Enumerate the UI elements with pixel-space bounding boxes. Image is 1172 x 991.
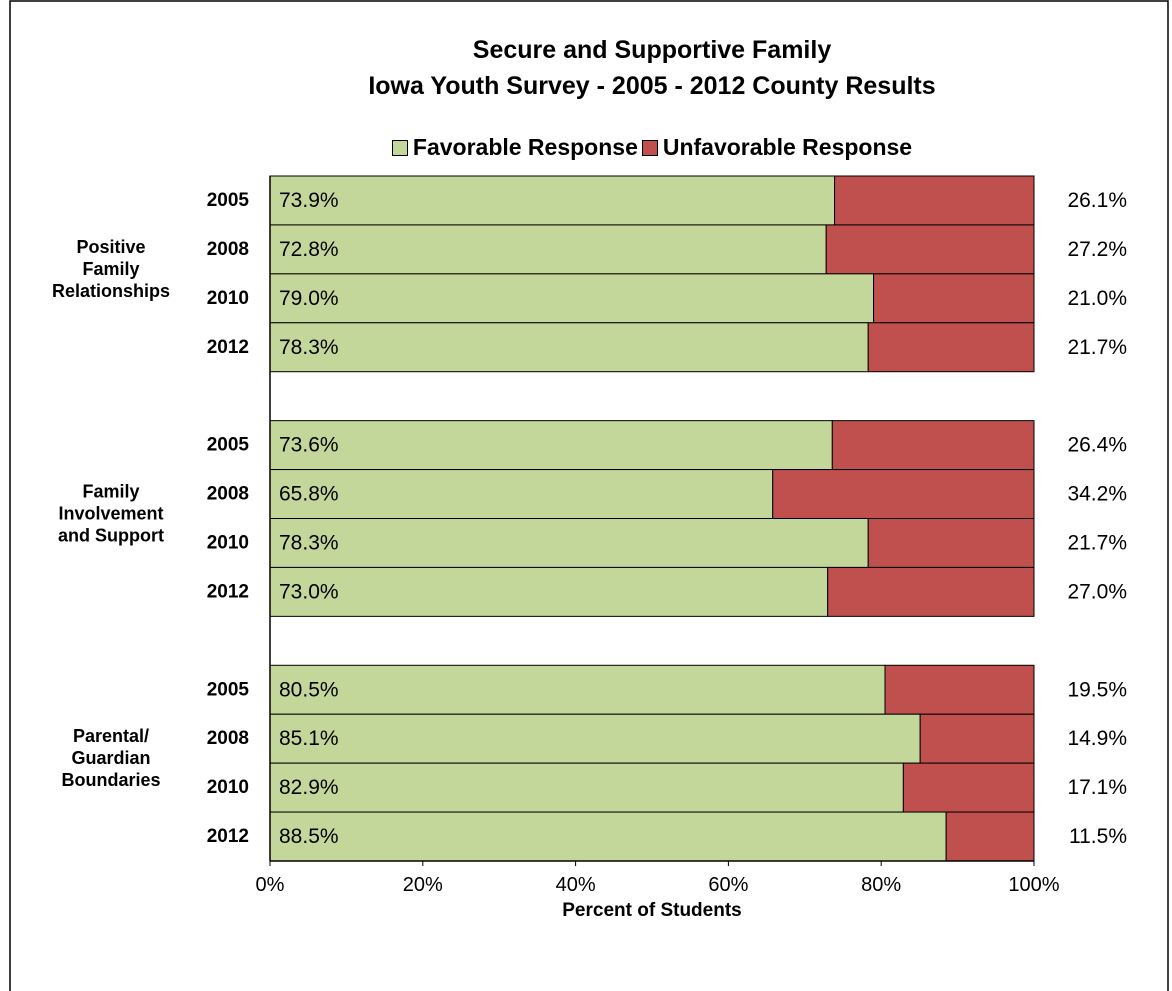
bar-favorable <box>269 518 869 568</box>
bar-unfavorable <box>873 273 1035 324</box>
data-label-favorable: 80.5% <box>279 678 339 701</box>
x-tick-label: 20% <box>403 874 443 896</box>
year-label: 2012 <box>207 826 249 847</box>
bar-favorable <box>269 224 827 275</box>
bar-unfavorable <box>919 713 1035 764</box>
data-label-unfavorable: 14.9% <box>1067 727 1127 750</box>
x-tick-label: 80% <box>861 874 901 896</box>
x-axis: 0% 20% 40% 60% 80% 100% <box>256 176 1060 896</box>
data-label-favorable: 73.6% <box>279 434 339 457</box>
labels-layer: 73.9% 26.1% 2005 72.8% 27.2% 2008 79.0% 21.0% 20… <box>52 189 1127 848</box>
legend-item-unfavorable: Unfavorable Response <box>641 134 913 161</box>
data-label-favorable: 73.9% <box>279 189 339 212</box>
x-tick-label: 100% <box>1008 874 1059 896</box>
data-label-favorable: 78.3% <box>279 336 339 359</box>
bar-favorable <box>269 322 869 373</box>
data-label-favorable: 82.9% <box>279 776 339 799</box>
bar-favorable <box>269 566 829 617</box>
year-label: 2005 <box>207 190 250 211</box>
legend-swatch-favorable <box>391 139 408 156</box>
data-label-favorable: 78.3% <box>279 531 339 554</box>
bar-favorable <box>269 469 774 520</box>
bar-unfavorable <box>825 224 1035 275</box>
bar-unfavorable <box>884 664 1035 715</box>
data-label-favorable: 88.5% <box>279 825 339 848</box>
data-label-favorable: 85.1% <box>279 727 339 750</box>
bar-favorable <box>269 175 836 226</box>
data-label-unfavorable: 19.5% <box>1067 678 1127 701</box>
data-label-unfavorable: 11.5% <box>1069 825 1127 848</box>
year-label: 2012 <box>207 581 249 602</box>
category-label: Relationships <box>52 281 170 301</box>
category-label: Boundaries <box>61 770 160 790</box>
data-label-unfavorable: 27.2% <box>1067 238 1127 261</box>
legend-label-favorable: Favorable Response <box>412 134 638 160</box>
bar-unfavorable <box>867 322 1035 373</box>
year-label: 2010 <box>207 288 249 309</box>
bar-unfavorable <box>772 469 1035 520</box>
data-label-favorable: 79.0% <box>279 287 339 310</box>
bar-favorable <box>269 664 886 715</box>
year-label: 2008 <box>207 239 249 260</box>
bar-unfavorable <box>867 518 1035 568</box>
year-label: 2008 <box>207 484 249 505</box>
legend-swatch-unfavorable <box>641 139 658 156</box>
category-label: Involvement <box>58 504 163 524</box>
bar-favorable <box>269 811 947 862</box>
bars-layer <box>269 175 1035 862</box>
category-label: Positive <box>76 237 145 257</box>
x-tick-label: 40% <box>556 874 596 896</box>
bar-unfavorable <box>831 420 1035 471</box>
data-label-unfavorable: 26.4% <box>1067 434 1127 457</box>
bar-favorable <box>269 713 921 764</box>
data-label-unfavorable: 34.2% <box>1067 483 1127 506</box>
data-label-favorable: 72.8% <box>279 238 339 261</box>
year-label: 2005 <box>207 679 250 700</box>
data-label-favorable: 65.8% <box>279 483 339 506</box>
year-label: 2005 <box>207 435 250 456</box>
data-label-unfavorable: 27.0% <box>1067 580 1127 603</box>
data-label-unfavorable: 21.7% <box>1067 336 1127 359</box>
bar-unfavorable <box>902 762 1035 813</box>
category-label: Family <box>82 482 139 502</box>
data-label-unfavorable: 26.1% <box>1067 189 1127 212</box>
bar-unfavorable <box>945 811 1035 862</box>
category-label: and Support <box>58 526 164 546</box>
year-label: 2010 <box>207 532 249 553</box>
x-tick-label: 0% <box>256 874 285 896</box>
bar-favorable <box>269 273 875 324</box>
bar-favorable <box>269 420 833 471</box>
data-label-unfavorable: 17.1% <box>1067 776 1127 799</box>
chart-title: Secure and Supportive Family <box>472 36 832 64</box>
category-label: Family <box>82 259 139 279</box>
x-axis-title: Percent of Students <box>562 900 742 921</box>
x-tick-label: 60% <box>708 874 748 896</box>
data-label-favorable: 73.0% <box>279 580 339 603</box>
legend-label-unfavorable: Unfavorable Response <box>662 134 913 160</box>
bar-unfavorable <box>834 175 1035 226</box>
bar-favorable <box>269 762 904 813</box>
category-label: Guardian <box>71 748 150 768</box>
bar-unfavorable <box>827 566 1035 617</box>
chart-subtitle: Iowa Youth Survey - 2005 - 2012 County R… <box>368 72 936 100</box>
category-label: Parental/ <box>73 726 149 746</box>
legend: Favorable Response Unfavorable Response <box>270 134 1034 161</box>
year-label: 2010 <box>207 777 249 798</box>
data-label-unfavorable: 21.7% <box>1067 531 1127 554</box>
data-label-unfavorable: 21.0% <box>1067 287 1127 310</box>
year-label: 2008 <box>207 728 249 749</box>
legend-item-favorable: Favorable Response <box>391 134 638 161</box>
year-label: 2012 <box>207 337 249 358</box>
